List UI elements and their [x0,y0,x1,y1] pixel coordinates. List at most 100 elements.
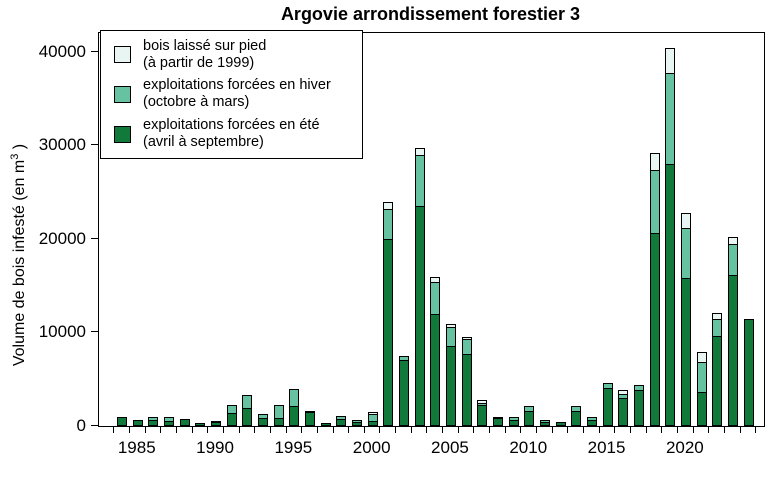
bar-segment-2016-s0 [618,398,629,426]
bar-segment-2020-s2 [680,213,691,229]
x-axis-tick [504,426,506,433]
x-axis-tick [755,426,757,433]
plot-area [98,32,765,427]
bar-segment-1985-s0 [132,420,143,426]
bar-segment-2015-s1 [602,383,613,389]
x-axis-tick [207,426,209,433]
y-axis-tick [91,144,98,146]
bar-segment-1992-s0 [242,408,253,426]
x-axis-tick [175,426,177,433]
x-axis-tick [442,426,444,433]
x-axis-tick [426,426,428,433]
bar-segment-1989-s0 [195,423,206,426]
bar-segment-2006-s1 [461,339,472,355]
bar-segment-2021-s1 [696,362,707,393]
bar-segment-2015-s0 [602,388,613,426]
bar-segment-2018-s0 [649,233,660,426]
x-axis-tick [598,426,600,433]
bar-segment-1995-s1 [289,389,300,407]
y-axis-tick-label: 10000 [38,322,86,342]
legend-swatch [114,46,131,64]
bar-segment-1994-s0 [273,418,284,426]
bar-segment-2003-s1 [414,155,425,207]
x-axis-tick [473,426,475,433]
x-axis-tick-label: 2020 [665,438,704,457]
y-axis-tick [91,331,98,333]
bar-segment-1991-s1 [226,405,237,414]
bar-segment-2020-s1 [680,227,691,279]
x-axis-tick [630,426,632,433]
x-axis-tick [348,426,350,433]
x-axis-tick [222,426,224,433]
legend-swatch [114,85,131,103]
bar-segment-2011-s1 [539,420,550,423]
bar-segment-2010-s1 [524,406,535,412]
bar-segment-2019-s0 [665,164,676,426]
bar-segment-1993-s1 [258,414,269,419]
x-axis-tick [238,426,240,433]
x-axis-tick-label: 2015 [587,438,626,457]
x-axis-tick [677,426,679,433]
bar-segment-2002-s0 [398,360,409,426]
x-axis-tick-label: 2005 [431,438,469,457]
bar-segment-1991-s0 [226,413,237,426]
bar-segment-2006-s2 [461,337,472,340]
bar-segment-1998-s1 [336,416,347,420]
bar-segment-1987-s1 [164,417,175,422]
bar-segment-2018-s1 [649,169,660,234]
legend-label: exploitations forcées en été (avril à sep… [143,117,320,151]
bar-segment-2001-s1 [383,209,394,240]
chart-title: Argovie arrondissement forestier 3 [280,4,581,24]
x-axis-tick [160,426,162,433]
bar-segment-2004-s1 [430,282,441,315]
bar-segment-1992-s1 [242,395,253,409]
bar-segment-1995-s0 [289,406,300,426]
x-axis-tick [708,426,710,433]
bar-segment-2023-s0 [727,275,738,426]
bar-segment-2012-s0 [555,422,566,426]
bar-segment-1996-s0 [305,412,316,426]
bar-segment-2022-s2 [712,313,723,320]
bar-segment-2000-s2 [367,412,378,415]
bar-segment-2013-s0 [571,411,582,426]
bar-segment-1996-s1 [305,411,316,413]
bar-segment-2017-s1 [633,385,644,391]
bar-segment-2004-s2 [430,277,441,283]
x-axis-tick-label: 2010 [509,438,548,457]
y-axis-tick [91,50,98,52]
bar-segment-2009-s1 [508,417,519,421]
x-axis-tick [645,426,647,433]
x-axis-tick [567,426,569,433]
legend-label: exploitations forcées en hiver (octobre à… [143,77,331,111]
bar-segment-2021-s2 [696,352,707,363]
x-axis-tick [410,426,412,433]
bar-segment-2010-s0 [524,411,535,426]
bar-segment-2019-s1 [665,73,676,165]
bar-segment-2001-s0 [383,239,394,426]
bar-segment-1993-s0 [258,418,269,426]
bar-segment-2004-s0 [430,314,441,426]
bar-segment-1988-s0 [179,419,190,426]
bar-segment-2006-s0 [461,354,472,426]
bar-segment-2022-s0 [712,336,723,426]
x-axis-tick [363,426,365,433]
y-axis-tick-label: 30000 [38,135,86,155]
bar-segment-2014-s1 [586,417,597,421]
y-axis-tick [91,237,98,239]
y-axis-tick [91,425,98,426]
bar-segment-2002-s1 [398,356,409,361]
bar-segment-2007-s0 [477,405,488,426]
x-axis-tick [128,426,130,433]
x-axis-tick [724,426,725,433]
x-axis-tick [269,426,271,433]
bar-segment-2021-s0 [696,392,707,426]
y-axis-tick-label: 0 [76,416,86,435]
legend-swatch [114,125,131,143]
bar-segment-2003-s2 [414,148,425,156]
x-axis-tick [520,426,522,433]
bar-segment-1997-s0 [320,423,331,426]
bar-segment-2000-s1 [367,414,378,422]
bar-segment-2005-s0 [445,346,456,426]
bar-segment-2019-s2 [665,48,676,74]
bar-segment-1994-s1 [273,405,284,419]
